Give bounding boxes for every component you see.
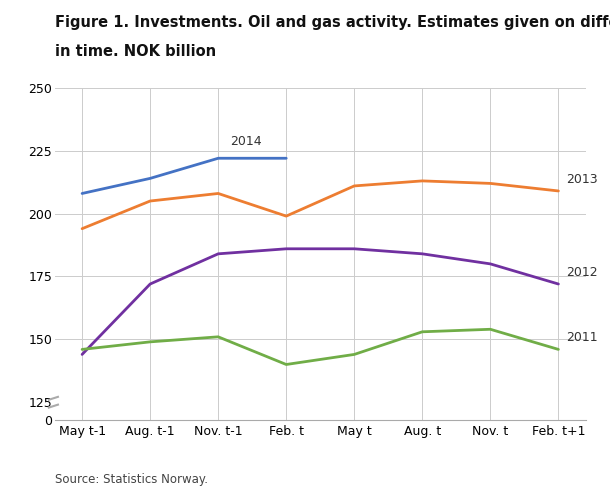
Text: Source: Statistics Norway.: Source: Statistics Norway. — [55, 472, 208, 486]
Text: in time. NOK billion: in time. NOK billion — [55, 44, 216, 59]
Text: Figure 1. Investments. Oil and gas activity. Estimates given on different points: Figure 1. Investments. Oil and gas activ… — [55, 15, 610, 30]
Text: 2014: 2014 — [231, 135, 262, 148]
Text: 2013: 2013 — [567, 173, 598, 186]
Text: 2011: 2011 — [567, 331, 598, 345]
Text: 2012: 2012 — [567, 266, 598, 279]
